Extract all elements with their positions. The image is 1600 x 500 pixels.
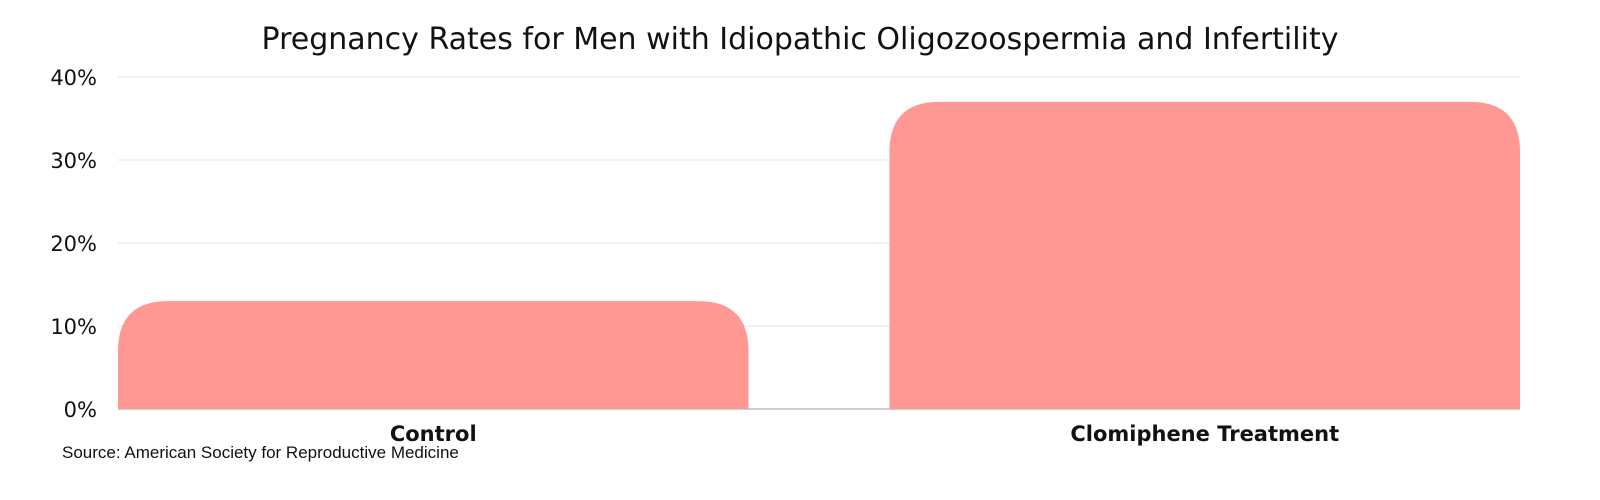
x-tick-label: Control [390, 422, 477, 446]
bar-control [118, 301, 749, 409]
x-tick-label: Clomiphene Treatment [1070, 422, 1339, 446]
bars [118, 101, 1520, 410]
y-tick-label: 40% [50, 66, 97, 90]
y-axis-tick-labels: 0% 10% 20% 30% 40% [50, 66, 97, 422]
y-tick-label: 30% [50, 149, 97, 173]
y-tick-label: 0% [64, 398, 97, 422]
y-tick-label: 10% [50, 315, 97, 339]
x-axis-tick-labels: Control Clomiphene Treatment [390, 422, 1339, 446]
y-tick-label: 20% [50, 232, 97, 256]
chart-title: Pregnancy Rates for Men with Idiopathic … [261, 22, 1339, 57]
source-note: Source: American Society for Reproductiv… [62, 443, 459, 462]
bar-clomiphene-treatment [889, 101, 1520, 410]
